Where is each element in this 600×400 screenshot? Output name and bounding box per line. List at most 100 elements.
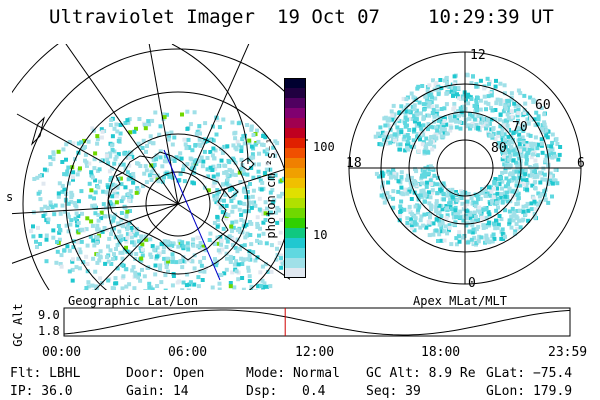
apex-aurora-pixel <box>447 84 452 89</box>
geo-aurora-pixel <box>210 168 215 172</box>
geo-aurora-pixel <box>233 204 238 209</box>
apex-aurora-pixel <box>418 225 423 230</box>
apex-aurora-pixel <box>417 100 422 105</box>
geo-aurora-pixel <box>125 249 130 254</box>
geo-aurora-pixel <box>253 142 258 147</box>
apex-aurora-pixel <box>524 161 529 166</box>
geo-aurora-pixel <box>109 176 114 180</box>
apex-aurora-pixel <box>523 212 528 217</box>
geo-aurora-pixel <box>127 195 132 199</box>
geo-aurora-pixel <box>92 196 96 201</box>
apex-aurora-pixel <box>410 117 415 121</box>
apex-aurora-pixel <box>424 225 429 230</box>
geo-aurora-pixel <box>143 289 148 290</box>
geo-aurora-pixel <box>261 285 266 289</box>
apex-aurora-pixel <box>405 216 410 221</box>
geo-aurora-pixel <box>215 195 220 200</box>
apex-aurora-pixel <box>509 140 514 144</box>
apex-aurora-pixel <box>507 141 511 146</box>
apex-aurora-pixel <box>497 117 502 122</box>
apex-aurora-pixel <box>432 114 437 119</box>
geo-aurora-pixel <box>270 188 275 193</box>
geo-aurora-pixel <box>247 279 252 284</box>
geo-aurora-pixel <box>121 162 126 167</box>
geo-aurora-pixel <box>222 198 226 203</box>
apex-map <box>348 51 582 285</box>
geo-aurora-pixel <box>192 282 197 287</box>
geo-aurora-pixel <box>259 187 264 192</box>
apex-aurora-pixel <box>434 217 439 222</box>
altitude-plot <box>63 307 571 337</box>
apex-aurora-pixel <box>376 131 381 136</box>
apex-aurora-pixel <box>469 80 474 85</box>
apex-aurora-pixel <box>523 168 528 173</box>
geo-aurora-pixel <box>210 153 215 158</box>
apex-aurora-pixel <box>519 154 524 159</box>
geo-aurora-pixel <box>106 259 111 264</box>
apex-aurora-pixel <box>486 94 491 99</box>
geo-aurora-pixel <box>114 247 118 251</box>
geo-aurora-pixel <box>218 205 223 210</box>
apex-aurora-pixel <box>550 155 555 160</box>
geo-aurora-pixel <box>219 158 224 163</box>
apex-aurora-pixel <box>507 163 512 168</box>
geo-aurora-pixel <box>124 214 129 219</box>
geo-aurora-pixel <box>203 248 208 253</box>
apex-aurora-pixel <box>509 225 514 230</box>
apex-aurora-pixel <box>489 185 494 190</box>
apex-aurora-pixel <box>427 113 431 118</box>
geo-aurora-pixel <box>239 149 244 153</box>
geo-aurora-pixel <box>206 188 211 193</box>
apex-aurora-pixel <box>419 214 424 219</box>
apex-aurora-pixel <box>435 191 440 195</box>
info-door: Door: Open <box>126 366 205 381</box>
geo-aurora-pixel <box>198 259 203 264</box>
geo-aurora-pixel <box>179 156 184 161</box>
geo-aurora-pixel <box>233 245 238 250</box>
geo-aurora-pixel <box>264 241 269 246</box>
geo-aurora-pixel <box>214 200 219 205</box>
geo-aurora-pixel <box>181 244 186 249</box>
geo-aurora-pixel <box>111 202 116 207</box>
geo-aurora-pixel <box>69 190 74 195</box>
geo-aurora-pixel <box>198 269 203 274</box>
apex-aurora-pixel <box>459 96 464 101</box>
apex-aurora-pixel <box>377 134 382 139</box>
geo-aurora-pixel <box>95 235 100 240</box>
geo-aurora-pixel <box>185 109 190 114</box>
geo-aurora-pixel <box>228 284 233 289</box>
apex-aurora-pixel <box>444 204 449 208</box>
apex-aurora-pixel <box>550 140 555 145</box>
geo-aurora-pixel <box>215 118 220 123</box>
info-gain: Gain: 14 <box>126 384 189 399</box>
apex-aurora-pixel <box>552 151 557 156</box>
geo-aurora-pixel <box>90 203 95 208</box>
geo-aurora-pixel <box>127 156 132 161</box>
apex-aurora-pixel <box>492 181 497 186</box>
geo-aurora-pixel <box>38 242 42 246</box>
apex-aurora-pixel <box>442 229 447 234</box>
geo-aurora-pixel <box>212 197 217 202</box>
geo-aurora-pixel <box>66 212 70 217</box>
geo-aurora-pixel <box>155 245 160 250</box>
apex-aurora-pixel <box>445 82 449 87</box>
geo-aurora-pixel <box>116 177 121 182</box>
geo-aurora-pixel <box>224 181 229 186</box>
apex-aurora-pixel <box>529 207 534 212</box>
apex-aurora-pixel <box>434 125 438 130</box>
apex-aurora-pixel <box>481 216 486 221</box>
apex-aurora-pixel <box>504 165 509 170</box>
geo-aurora-pixel <box>65 169 70 174</box>
apex-aurora-pixel <box>474 227 479 232</box>
apex-aurora-pixel <box>391 189 396 194</box>
geo-aurora-pixel <box>148 252 153 257</box>
apex-aurora-pixel <box>440 207 445 212</box>
apex-aurora-pixel <box>491 195 496 200</box>
apex-aurora-pixel <box>428 213 433 218</box>
apex-aurora-pixel <box>448 128 453 133</box>
geo-aurora-pixel <box>200 164 205 169</box>
geo-aurora-pixel <box>167 134 172 139</box>
geo-aurora-pixel <box>89 170 94 175</box>
geo-aurora-pixel <box>214 132 219 137</box>
geo-aurora-pixel <box>147 281 152 286</box>
